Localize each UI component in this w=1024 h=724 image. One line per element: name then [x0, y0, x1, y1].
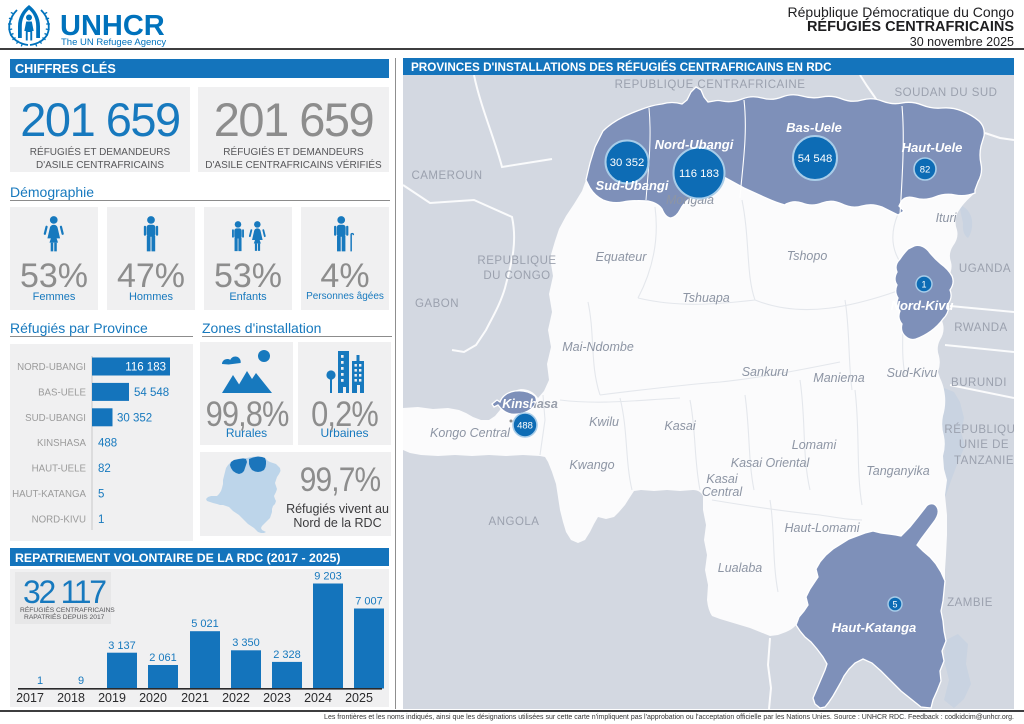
svg-text:7 007: 7 007: [355, 596, 383, 608]
svg-text:Kinshasa: Kinshasa: [502, 397, 558, 411]
svg-text:5 021: 5 021: [191, 618, 219, 630]
svg-text:HAUT-KATANGA: HAUT-KATANGA: [12, 489, 86, 500]
svg-text:NORD-UBANGI: NORD-UBANGI: [17, 362, 86, 373]
svg-text:2025: 2025: [345, 691, 373, 705]
svg-text:Kongo Central: Kongo Central: [430, 426, 511, 440]
svg-text:Haut-Katanga: Haut-Katanga: [832, 620, 917, 635]
svg-text:9: 9: [78, 675, 84, 687]
svg-text:2023: 2023: [263, 691, 291, 705]
svg-text:Bas-Uele: Bas-Uele: [786, 120, 842, 135]
svg-text:The UN Refugee Agency: The UN Refugee Agency: [61, 37, 166, 47]
svg-text:30 352: 30 352: [117, 412, 152, 424]
svg-text:CAMEROUN: CAMEROUN: [411, 170, 482, 182]
svg-text:Equateur: Equateur: [596, 250, 648, 264]
svg-text:82: 82: [920, 165, 931, 176]
svg-text:3 137: 3 137: [108, 640, 136, 652]
svg-text:Tshuapa: Tshuapa: [682, 291, 730, 305]
svg-text:PROVINCES D'INSTALLATIONS DES: PROVINCES D'INSTALLATIONS DES RÉFUGIÉS C…: [411, 61, 832, 74]
svg-text:UNHCR: UNHCR: [60, 10, 165, 42]
svg-text:DU CONGO: DU CONGO: [483, 270, 550, 282]
svg-text:5: 5: [98, 489, 104, 501]
svg-text:Kasai: Kasai: [706, 472, 738, 486]
svg-text:54 548: 54 548: [134, 387, 169, 399]
svg-text:REPUBLIQUE: REPUBLIQUE: [477, 255, 556, 267]
svg-text:Kasai: Kasai: [664, 419, 696, 433]
svg-text:82: 82: [98, 463, 111, 475]
svg-text:RÉPUBLIQUE: RÉPUBLIQUE: [944, 423, 1023, 436]
svg-text:SUD-UBANGI: SUD-UBANGI: [25, 413, 86, 424]
svg-text:UNIE DE: UNIE DE: [959, 439, 1009, 451]
svg-text:2 061: 2 061: [149, 652, 177, 664]
svg-text:Lomami: Lomami: [792, 438, 838, 452]
svg-text:2017: 2017: [16, 691, 44, 705]
svg-text:2021: 2021: [181, 691, 209, 705]
svg-text:Haut-Uele: Haut-Uele: [902, 140, 963, 155]
svg-text:2018: 2018: [57, 691, 85, 705]
svg-text:Sud-Ubangi: Sud-Ubangi: [596, 178, 669, 193]
svg-text:TANZANIE: TANZANIE: [954, 455, 1014, 467]
svg-text:Nord-Ubangi: Nord-Ubangi: [655, 137, 734, 152]
svg-text:2022: 2022: [222, 691, 250, 705]
svg-text:GABON: GABON: [415, 298, 459, 310]
svg-text:2019: 2019: [98, 691, 126, 705]
svg-text:2024: 2024: [304, 691, 332, 705]
svg-text:REPUBLIQUE CENTRAFRICAINE: REPUBLIQUE CENTRAFRICAINE: [615, 79, 806, 91]
svg-text:NORD-KIVU: NORD-KIVU: [32, 514, 86, 525]
svg-text:488: 488: [98, 438, 117, 450]
svg-text:RAPATRIÉS DEPUIS 2017: RAPATRIÉS DEPUIS 2017: [24, 612, 105, 621]
svg-text:Kwango: Kwango: [569, 458, 614, 472]
svg-text:Ituri: Ituri: [936, 211, 958, 225]
svg-text:9 203: 9 203: [314, 571, 342, 583]
svg-text:3 350: 3 350: [232, 637, 260, 649]
svg-text:Maniema: Maniema: [813, 371, 864, 385]
svg-text:116 183: 116 183: [125, 362, 166, 374]
svg-text:30 352: 30 352: [610, 157, 645, 169]
svg-text:BAS-UELE: BAS-UELE: [38, 387, 86, 398]
svg-text:488: 488: [517, 421, 533, 432]
svg-text:RWANDA: RWANDA: [954, 322, 1007, 334]
svg-text:Kasai Oriental: Kasai Oriental: [731, 456, 811, 470]
svg-text:Kwilu: Kwilu: [589, 415, 619, 429]
svg-text:116 183: 116 183: [679, 168, 719, 180]
svg-text:Nord-Kivu: Nord-Kivu: [891, 298, 954, 313]
svg-text:Tshopo: Tshopo: [787, 249, 828, 263]
svg-text:1: 1: [921, 280, 926, 290]
svg-text:HAUT-UELE: HAUT-UELE: [32, 464, 87, 475]
svg-text:BURUNDI: BURUNDI: [951, 377, 1007, 389]
svg-text:Sankuru: Sankuru: [742, 365, 789, 379]
svg-text:Haut-Lomami: Haut-Lomami: [784, 521, 860, 535]
svg-text:ANGOLA: ANGOLA: [489, 516, 540, 528]
svg-text:Kinshasa: Kinshasa: [502, 397, 558, 411]
svg-text:Mai-Ndombe: Mai-Ndombe: [562, 340, 634, 354]
svg-text:1: 1: [37, 675, 43, 687]
svg-text:Tanganyika: Tanganyika: [866, 464, 930, 478]
svg-text:54 548: 54 548: [798, 153, 833, 165]
svg-text:RÉFUGIÉS CENTRAFRICAINS: RÉFUGIÉS CENTRAFRICAINS: [20, 605, 115, 614]
svg-text:2 328: 2 328: [273, 649, 301, 661]
svg-text:32 117: 32 117: [23, 574, 107, 610]
svg-text:ZAMBIE: ZAMBIE: [947, 597, 993, 609]
svg-text:SOUDAN DU SUD: SOUDAN DU SUD: [895, 87, 998, 99]
svg-text:Central: Central: [702, 485, 744, 499]
svg-text:1: 1: [98, 514, 104, 526]
svg-text:Lualaba: Lualaba: [718, 561, 763, 575]
svg-text:2020: 2020: [139, 691, 167, 705]
svg-text:UGANDA: UGANDA: [959, 263, 1011, 275]
svg-text:5: 5: [892, 600, 897, 610]
svg-text:KINSHASA: KINSHASA: [37, 438, 87, 449]
svg-text:Sud-Kivu: Sud-Kivu: [887, 366, 938, 380]
